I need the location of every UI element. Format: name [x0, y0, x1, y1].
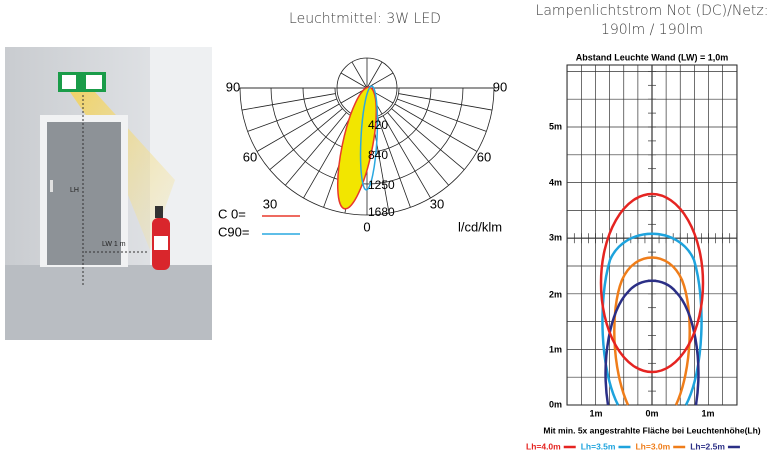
spoke [395, 104, 477, 152]
legend-label: Lh=4.0m [526, 441, 561, 451]
spoke [399, 94, 493, 110]
y-label: 0m [549, 399, 562, 409]
exit-figure-box [86, 75, 102, 89]
angle-label: 0 [363, 219, 370, 234]
unit-label: l/cd/klm [458, 219, 502, 234]
x-label: 0m [645, 408, 658, 418]
polar-title: Leuchtmittel: 3W LED [289, 11, 441, 27]
spoke [248, 99, 337, 131]
angle-label: 90 [493, 79, 507, 94]
exit-arrow-box [62, 75, 76, 89]
y-label: 4m [549, 177, 562, 187]
legend-label: Lh=3.5m [581, 441, 616, 451]
distance-label: LW 1 m [102, 241, 126, 248]
extinguisher-head [155, 206, 163, 218]
y-label: 1m [549, 344, 562, 354]
y-label: 2m [549, 289, 562, 299]
x-label: 1m [589, 408, 602, 418]
y-label: 3m [549, 232, 562, 242]
angle-label: 30 [430, 196, 444, 211]
height-label: LH [70, 187, 79, 194]
caption: Mit min. 5x angestrahlte Fläche bei Leuc… [543, 425, 760, 435]
angle-label: 90 [226, 79, 240, 94]
angle-label: 60 [243, 149, 257, 164]
y-label: 5m [549, 121, 562, 131]
legend-label: C90= [218, 224, 249, 239]
door-handle [50, 180, 53, 192]
angle-label: 30 [263, 196, 277, 211]
coverage-diagram: Lampenlichtstrom Not (DC)/Netz: 190lm / … [526, 3, 768, 451]
legend-label: C 0= [218, 206, 246, 221]
angle-label: 60 [477, 149, 491, 164]
radial-label: 1250 [368, 178, 395, 192]
spoke [257, 104, 339, 152]
coverage-title: 190lm / 190lm [601, 22, 703, 38]
polar-diagram: Leuchtmittel: 3W LED 90 90 60 60 30 30 0… [218, 11, 507, 239]
extinguisher-label [154, 236, 168, 250]
coverage-subtitle: Abstand Leuchte Wand (LW) = 1,0m [576, 52, 728, 62]
spoke [397, 99, 486, 131]
radial-label: 1680 [368, 205, 395, 219]
radial-label: 840 [368, 148, 388, 162]
illustration: LH LW 1 m [5, 47, 212, 340]
page: LH LW 1 m Leuchtmittel: 3W LED 90 90 60 … [0, 0, 775, 452]
spoke [242, 94, 336, 110]
legend-label: Lh=3.0m [635, 441, 670, 451]
x-label: 1m [701, 408, 714, 418]
coverage-title: Lampenlichtstrom Not (DC)/Netz: [536, 3, 769, 19]
floor [5, 265, 212, 340]
radial-label: 420 [368, 118, 388, 132]
legend-label: Lh=2.5m [690, 441, 725, 451]
